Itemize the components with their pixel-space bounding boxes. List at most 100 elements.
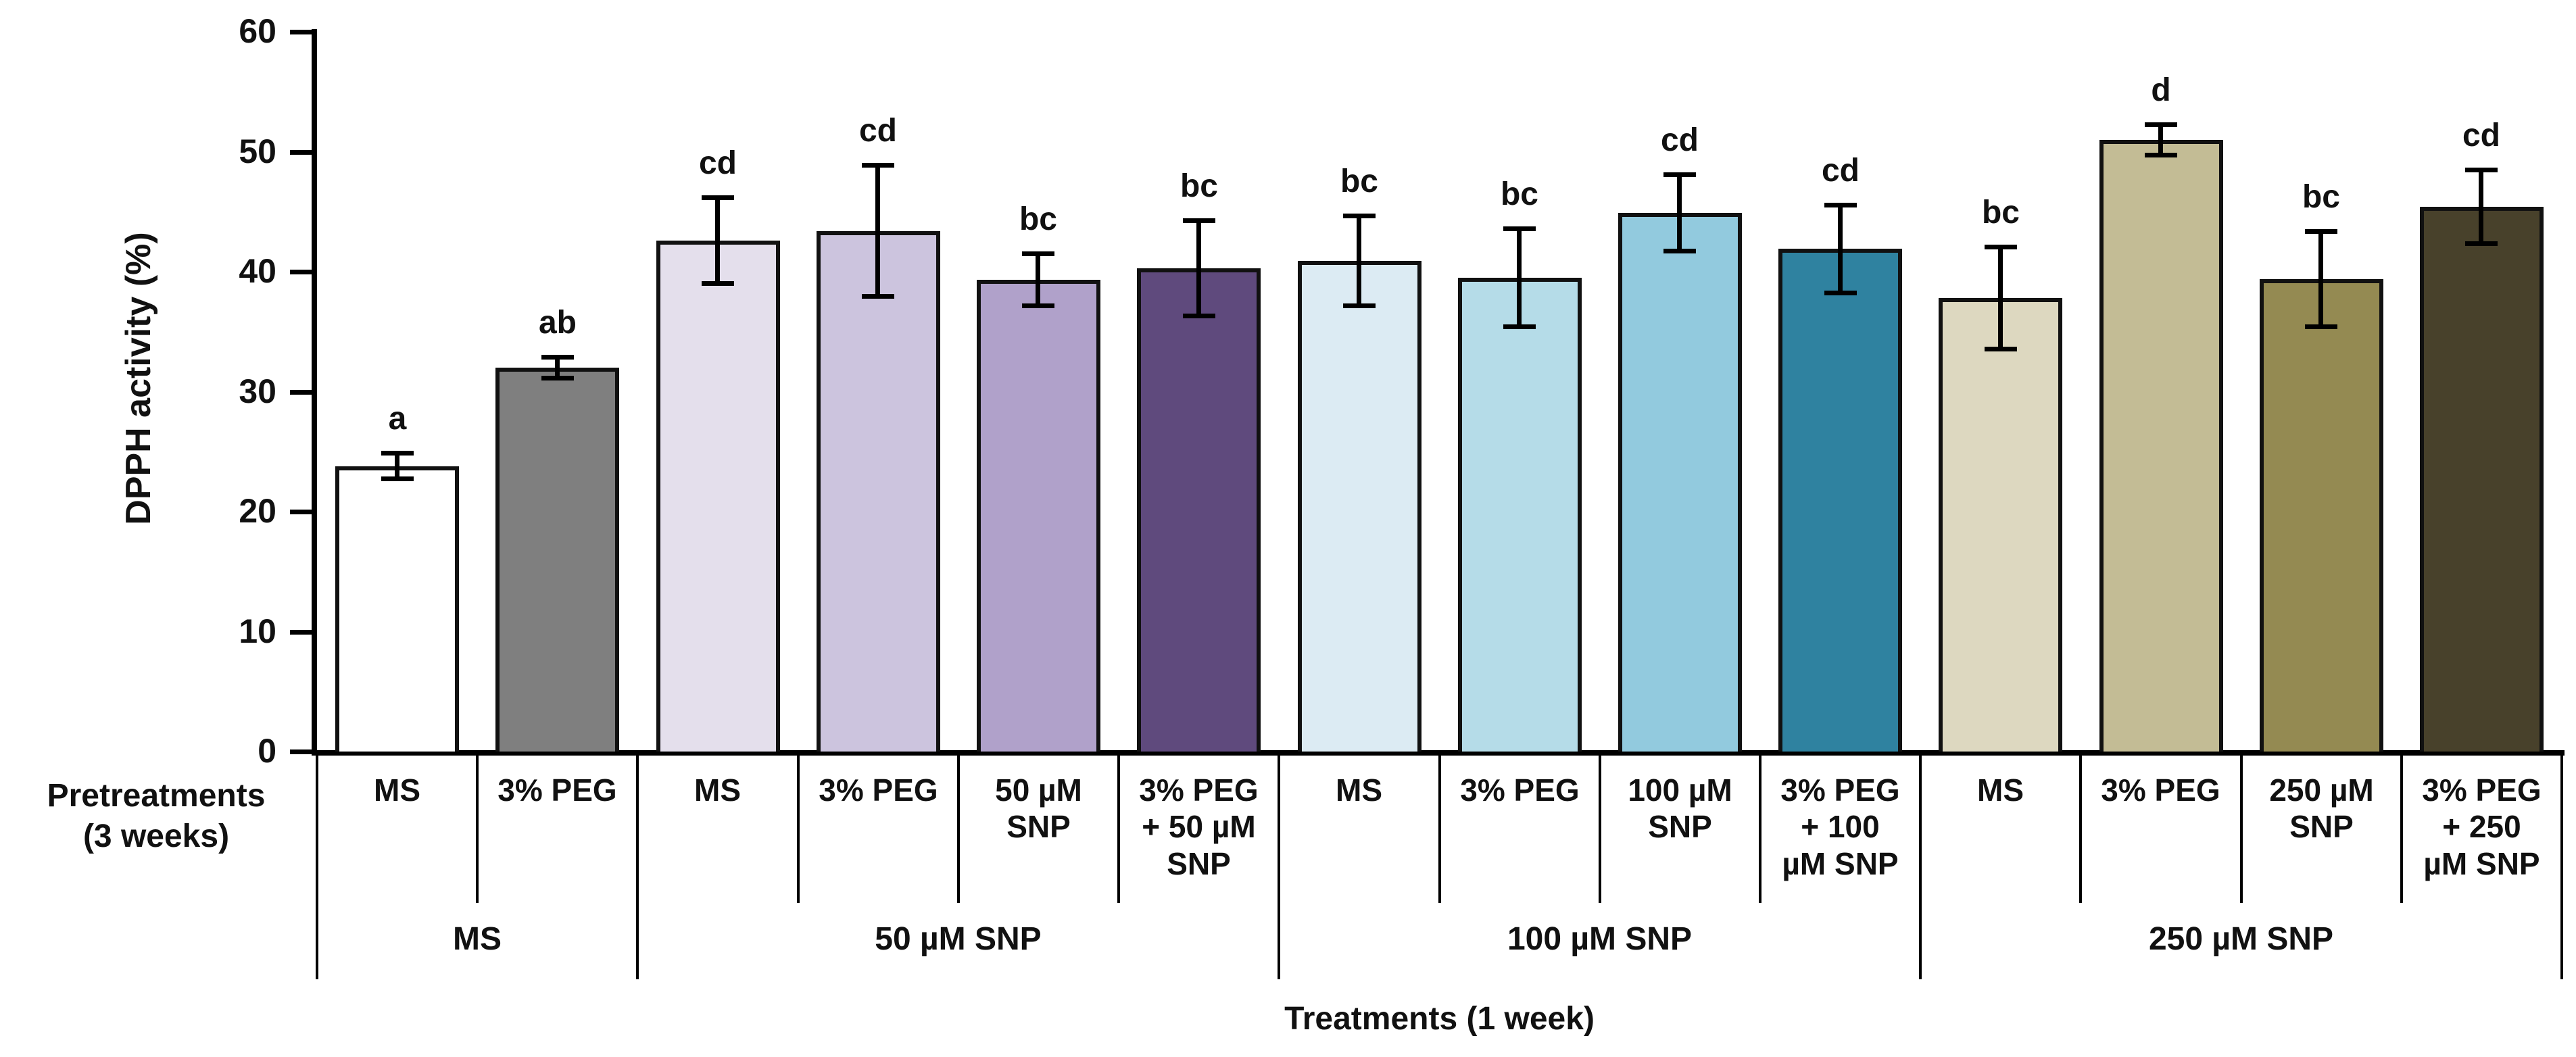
error-bar-line [1677, 174, 1682, 251]
error-bar-cap-top [1183, 218, 1215, 223]
error-bar-cap-bottom [1343, 303, 1376, 308]
group-separator [1278, 754, 1280, 979]
bar [1137, 268, 1261, 752]
error-bar-line [875, 165, 880, 297]
cell-separator [2400, 754, 2403, 903]
error-bar-cap-bottom [702, 281, 734, 286]
error-bar-line [555, 357, 560, 378]
bar [977, 280, 1100, 752]
x-axis-title: Treatments (1 week) [1284, 1001, 1595, 1037]
error-bar-cap-top [702, 195, 734, 200]
cell-separator [2079, 754, 2082, 903]
treatment-group-label: MS [453, 921, 502, 957]
group-separator [1919, 754, 1922, 979]
pretreatment-label: 250 µM SNP [2269, 772, 2374, 845]
error-bar-line [2318, 231, 2323, 327]
bar [1458, 278, 1582, 752]
y-tick-label: 40 [239, 252, 276, 290]
bar [1618, 213, 1742, 752]
significance-letter: cd [858, 113, 897, 149]
pretreatment-label: MS [694, 772, 741, 808]
y-tick-label: 20 [239, 492, 276, 530]
pretreatment-label: 3% PEG + 250 µM SNP [2422, 772, 2542, 881]
group-separator [316, 754, 318, 979]
significance-letter: bc [1340, 164, 1378, 199]
bar [2420, 207, 2544, 752]
significance-letter: bc [2302, 179, 2340, 215]
y-tick-mark [290, 390, 314, 395]
error-bar-line [1196, 220, 1201, 316]
y-tick-mark [290, 510, 314, 514]
significance-letter: a [388, 401, 407, 437]
y-tick-label: 0 [258, 732, 276, 770]
y-tick-mark [290, 270, 314, 274]
significance-letter: bc [1981, 195, 2020, 230]
error-bar-cap-top [2465, 168, 2498, 172]
error-bar-cap-bottom [862, 294, 894, 299]
bar [2099, 140, 2223, 752]
bar [2260, 279, 2383, 752]
y-tick-label: 30 [239, 372, 276, 410]
significance-letter: cd [2462, 118, 2500, 153]
pretreatment-label: 3% PEG [497, 772, 617, 808]
cell-separator [1117, 754, 1120, 903]
cell-separator [476, 754, 479, 903]
bar [1298, 261, 1421, 752]
error-bar-cap-bottom [1022, 303, 1054, 308]
group-separator [636, 754, 639, 979]
cell-separator [2240, 754, 2243, 903]
error-bar-cap-bottom [381, 476, 414, 481]
error-bar-cap-top [2305, 229, 2337, 234]
error-bar-line [1036, 253, 1040, 306]
error-bar-cap-top [1824, 203, 1857, 207]
bar [817, 231, 940, 752]
bar [335, 466, 459, 752]
error-bar-cap-top [1022, 251, 1054, 256]
error-bar-cap-top [2145, 122, 2177, 127]
error-bar-cap-bottom [1183, 314, 1215, 318]
error-bar-cap-bottom [1503, 324, 1536, 329]
pretreatment-label: 100 µM SNP [1628, 772, 1732, 845]
error-bar-cap-bottom [2465, 241, 2498, 246]
error-bar-cap-bottom [2305, 324, 2337, 329]
error-bar-line [1357, 216, 1361, 307]
treatment-group-label: 250 µM SNP [2148, 921, 2334, 957]
error-bar-cap-top [862, 163, 894, 168]
error-bar-cap-top [381, 451, 414, 456]
error-bar-line [1998, 247, 2003, 350]
pretreatment-label: 3% PEG + 100 µM SNP [1780, 772, 1900, 881]
cell-separator [797, 754, 800, 903]
bar [656, 241, 780, 752]
y-tick-label: 10 [239, 612, 276, 650]
pretreatment-label: MS [374, 772, 420, 808]
pretreatment-label: MS [1336, 772, 1382, 808]
pretreatment-label: 3% PEG [1460, 772, 1580, 808]
error-bar-cap-top [1985, 245, 2017, 249]
error-bar-line [1517, 228, 1522, 327]
error-bar-cap-bottom [2145, 153, 2177, 157]
error-bar-cap-bottom [1663, 249, 1696, 253]
cell-separator [957, 754, 960, 903]
cell-separator [1759, 754, 1761, 903]
group-separator [2560, 754, 2563, 979]
error-bar-cap-top [1663, 172, 1696, 177]
error-bar-cap-top [1503, 226, 1536, 231]
significance-letter: bc [1019, 201, 1057, 237]
y-tick-mark [290, 749, 314, 754]
pretreatment-label: 50 µM SNP [995, 772, 1082, 845]
y-tick-label: 50 [239, 132, 276, 170]
error-bar-cap-top [541, 355, 574, 360]
error-bar-line [2158, 124, 2163, 155]
pretreatments-axis-label: Pretreatments (3 weeks) [47, 778, 266, 854]
y-tick-mark [290, 150, 314, 155]
error-bar-cap-bottom [1824, 291, 1857, 295]
significance-letter: cd [698, 145, 737, 181]
significance-letter: d [2151, 72, 2171, 108]
treatment-group-label: 50 µM SNP [875, 921, 1042, 957]
bar [1939, 298, 2062, 752]
y-tick-label: 60 [239, 12, 276, 50]
error-bar-cap-bottom [541, 376, 574, 380]
treatment-group-label: 100 µM SNP [1507, 921, 1693, 957]
